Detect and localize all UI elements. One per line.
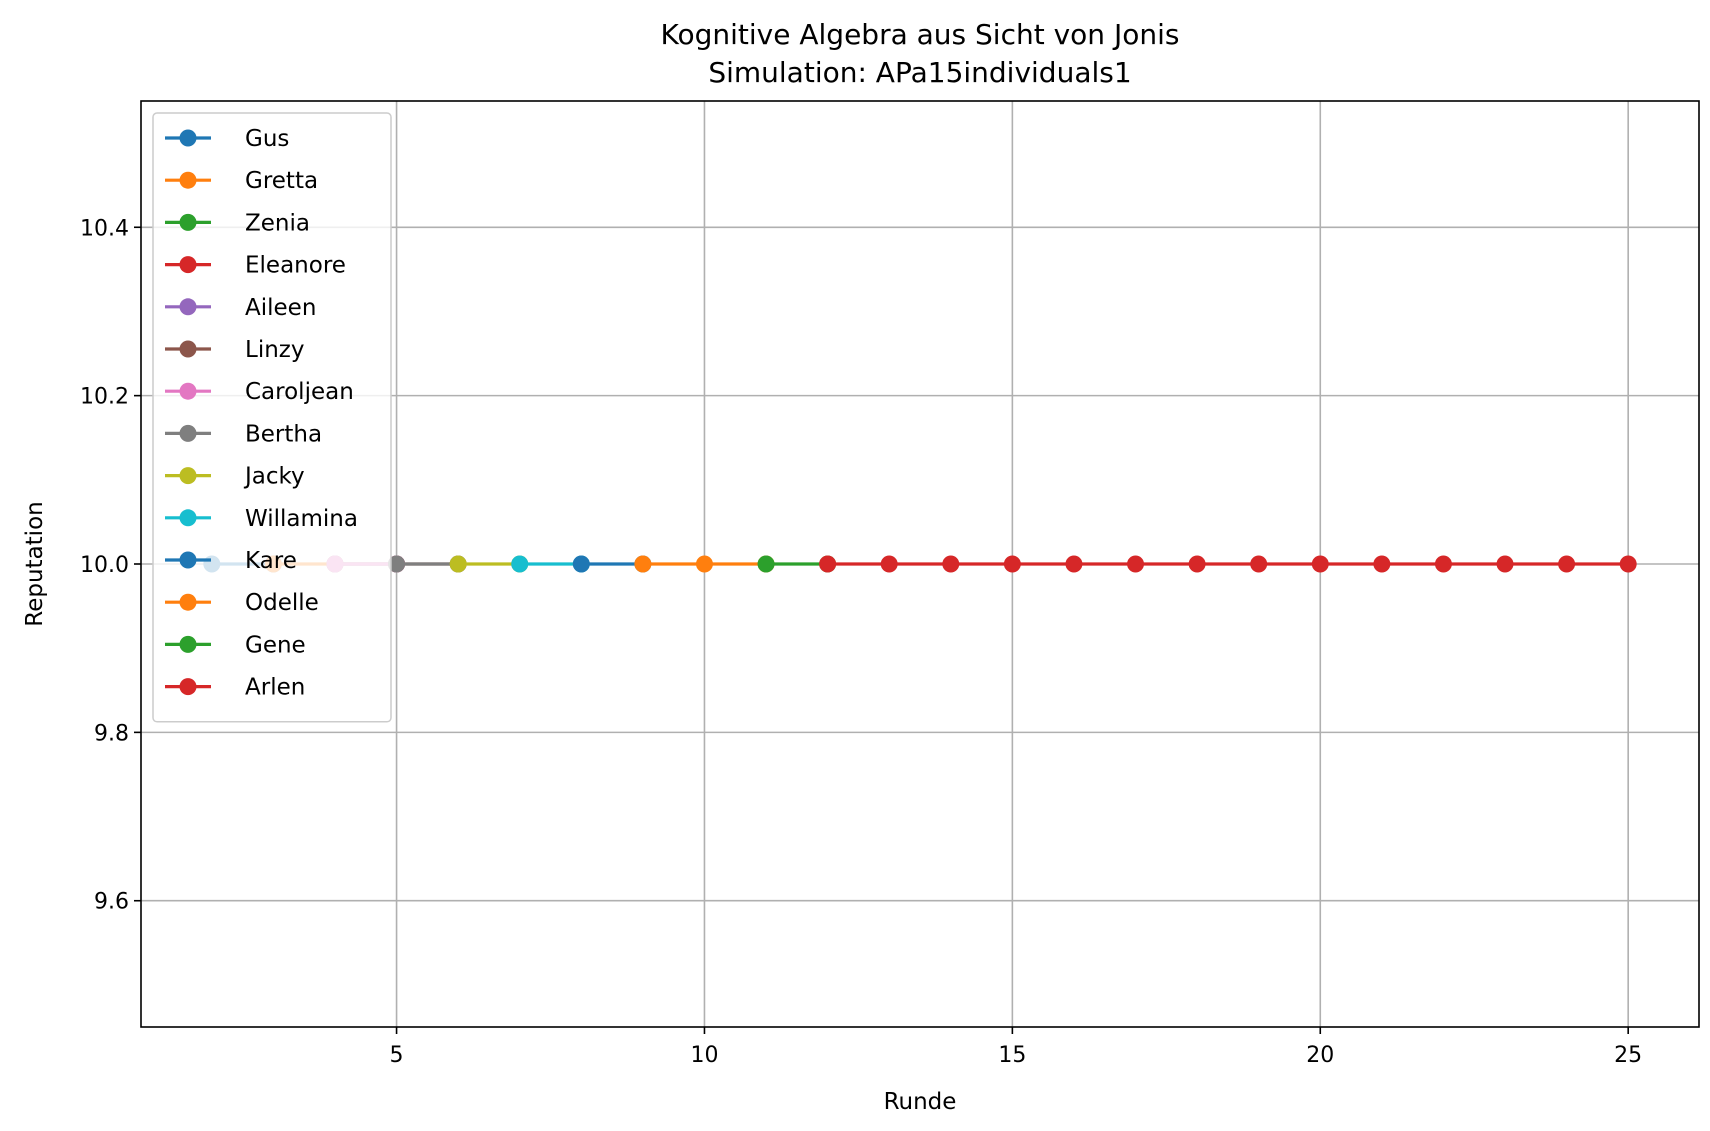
legend-marker [179, 256, 197, 274]
legend-marker [179, 382, 197, 400]
x-tick-label: 25 [1614, 1043, 1642, 1068]
y-tick-label: 10.0 [80, 553, 129, 578]
chart-subtitle: Simulation: APa15individuals1 [708, 56, 1131, 89]
data-point [695, 555, 713, 573]
legend-marker [179, 171, 197, 189]
legend-item-zenia: Zenia [165, 210, 310, 236]
legend-label: Caroljean [245, 379, 354, 405]
legend-marker [179, 340, 197, 358]
legend-label: Kare [245, 548, 297, 574]
y-tick-label: 10.2 [80, 385, 129, 410]
data-point [1311, 555, 1329, 573]
y-tick-label: 10.4 [80, 216, 129, 241]
data-point [634, 555, 652, 573]
legend-item-gene: Gene [165, 632, 306, 658]
legend-label: Jacky [243, 464, 305, 490]
data-point [1373, 555, 1391, 573]
legend-label: Bertha [245, 421, 322, 447]
legend-item-arlen: Arlen [165, 675, 305, 701]
x-axis-label: Runde [884, 1089, 957, 1115]
legend-item-jacky: Jacky [165, 464, 305, 490]
legend-marker [179, 593, 197, 611]
x-tick-label: 10 [690, 1043, 718, 1068]
legend-item-linzy: Linzy [165, 337, 304, 363]
y-tick-label: 9.6 [94, 890, 129, 915]
legend-marker [179, 678, 197, 696]
legend-label: Zenia [245, 210, 310, 236]
series-arlen [819, 555, 1637, 573]
legend-item-gus: Gus [165, 126, 289, 152]
legend-item-bertha: Bertha [165, 421, 322, 447]
x-tick-label: 15 [998, 1043, 1026, 1068]
legend: Gus Gretta Zenia Eleanore Aileen Linzy Carolje… [152, 112, 392, 723]
legend-label: Gene [245, 632, 306, 658]
legend-marker [179, 298, 197, 316]
data-point [1434, 555, 1452, 573]
data-point [942, 555, 960, 573]
legend-label: Gretta [245, 168, 318, 194]
data-point [388, 555, 406, 573]
data-point [449, 555, 467, 573]
legend-marker [179, 635, 197, 653]
legend-label: Arlen [245, 675, 305, 701]
data-point [1558, 555, 1576, 573]
data-point [1188, 555, 1206, 573]
legend-item-eleanore: Eleanore [165, 253, 346, 279]
data-point [1250, 555, 1268, 573]
data-point [819, 555, 837, 573]
legend-label: Gus [245, 126, 289, 152]
legend-label: Linzy [245, 337, 304, 363]
y-axis-label: Reputation [22, 501, 48, 626]
axis-ticks: 5 10 15 20 25 9.6 9.8 10.0 10.2 10.4 [80, 216, 1642, 1068]
data-point [880, 555, 898, 573]
y-tick-label: 9.8 [94, 721, 129, 746]
chart-title: Kognitive Algebra aus Sicht von Jonis [661, 18, 1180, 51]
legend-item-willamina: Willamina [165, 506, 358, 532]
data-point [1065, 555, 1083, 573]
legend-label: Odelle [245, 590, 319, 616]
legend-item-gretta: Gretta [165, 168, 318, 194]
data-point [1003, 555, 1021, 573]
data-point [1496, 555, 1514, 573]
legend-item-odelle: Odelle [165, 590, 319, 616]
data-point [757, 555, 775, 573]
legend-item-caroljean: Caroljean [165, 379, 354, 405]
legend-label: Aileen [245, 295, 316, 321]
data-point [1127, 555, 1145, 573]
legend-marker [179, 213, 197, 231]
x-tick-label: 5 [390, 1043, 404, 1068]
legend-marker [179, 129, 197, 147]
x-tick-label: 20 [1306, 1043, 1334, 1068]
legend-marker [179, 509, 197, 527]
legend-label: Eleanore [245, 253, 346, 279]
legend-label: Willamina [245, 506, 358, 532]
data-point [1619, 555, 1637, 573]
legend-item-aileen: Aileen [165, 295, 316, 321]
legend-box [152, 112, 392, 723]
legend-marker [179, 467, 197, 485]
data-point [572, 555, 590, 573]
data-point [511, 555, 529, 573]
legend-item-kare: Kare [165, 548, 297, 574]
legend-marker [179, 551, 197, 569]
legend-marker [179, 424, 197, 442]
